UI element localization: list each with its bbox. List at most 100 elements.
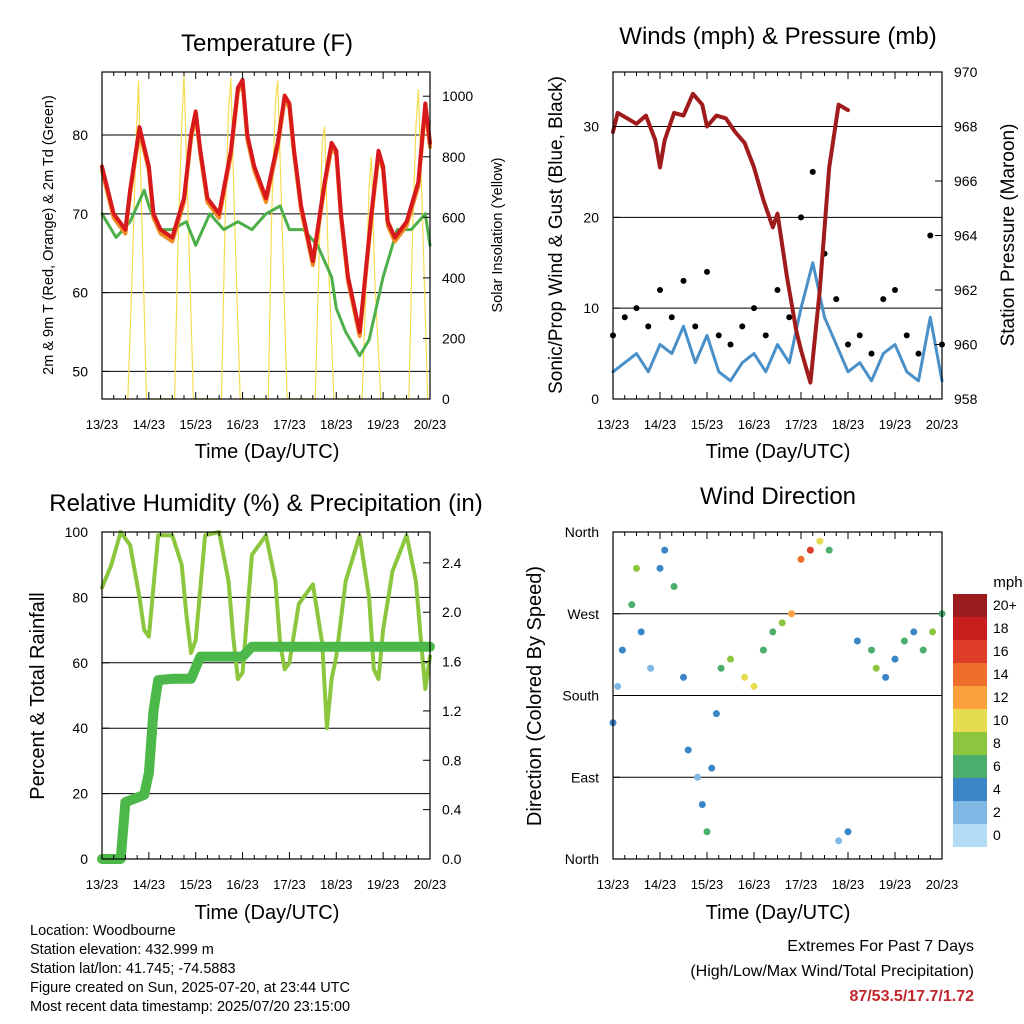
x-tick-label: 15/23 <box>179 877 212 892</box>
y-tick-label: 50 <box>72 363 88 379</box>
direction-point <box>816 537 824 545</box>
direction-point <box>633 564 640 572</box>
wind-direction-panel: Wind Direction Time (Day/UTC) Direction … <box>524 483 1023 924</box>
direction-point <box>882 673 890 681</box>
y-right-tick-label: 2.0 <box>442 604 462 620</box>
y-tick-label: 70 <box>72 206 88 222</box>
x-tick-label: 17/23 <box>273 877 306 892</box>
y-right-tick-label: 0.8 <box>442 752 462 768</box>
y-right-tick-label: 958 <box>954 391 978 407</box>
gust-point <box>856 332 863 339</box>
x-tick-label: 19/23 <box>879 417 912 432</box>
direction-point <box>769 628 777 636</box>
direction-point <box>844 828 852 836</box>
y-right-tick-label: 0.0 <box>442 851 462 867</box>
y-right-tick-label: 0.4 <box>442 802 462 818</box>
gust-point <box>692 323 699 330</box>
gust-point <box>645 323 652 330</box>
direction-point <box>694 773 702 781</box>
direction-point <box>703 828 711 836</box>
x-tick-label: 20/23 <box>926 877 959 892</box>
y-tick-label: South <box>562 688 599 704</box>
gust-point <box>880 296 887 303</box>
x-tick-label: 14/23 <box>644 877 677 892</box>
y-right-tick-label: 0 <box>442 391 450 407</box>
x-tick-label: 18/23 <box>832 417 865 432</box>
wind-direction-title: Wind Direction <box>700 483 856 510</box>
rh-precip-ylabel: Percent & Total Rainfall <box>27 592 49 800</box>
y-right-tick-label: 970 <box>954 64 978 80</box>
legend-swatch <box>953 732 987 755</box>
temperature-ylabel: 2m & 9m T (Red, Orange) & 2m Td (Green) <box>41 95 57 375</box>
x-tick-label: 14/23 <box>644 417 677 432</box>
direction-point <box>628 601 636 609</box>
x-tick-label: 13/23 <box>597 417 630 432</box>
legend-swatch <box>953 709 987 732</box>
y-tick-label: 40 <box>72 720 88 736</box>
direction-point <box>825 546 833 554</box>
legend-label: 8 <box>993 735 1001 751</box>
extremes-values: 87/53.5/17.7/1.72 <box>849 988 974 1005</box>
wind-line <box>611 261 944 383</box>
y-tick-label: 20 <box>583 209 599 225</box>
direction-point <box>708 764 716 772</box>
y-tick-label: 80 <box>72 127 88 143</box>
gust-point <box>845 341 851 348</box>
direction-point <box>637 628 645 636</box>
direction-point <box>868 646 875 654</box>
y-tick-label: 60 <box>72 285 88 301</box>
temperature-title: Temperature (F) <box>181 30 353 57</box>
x-tick-label: 16/23 <box>226 877 259 892</box>
x-tick-label: 20/23 <box>414 877 447 892</box>
direction-point <box>910 628 918 636</box>
legend-swatch <box>953 663 987 686</box>
x-tick-label: 19/23 <box>367 877 400 892</box>
direction-point <box>614 682 622 690</box>
x-tick-label: 20/23 <box>414 417 447 432</box>
y-right-tick-label: 800 <box>442 149 466 165</box>
x-tick-label: 20/23 <box>926 417 959 432</box>
station-info: Location: Woodbourne Station elevation: … <box>30 922 350 1017</box>
y-right-tick-label: 2.4 <box>442 555 462 571</box>
temperature-panel: Temperature (F) Time (Day/UTC) 2m & 9m T… <box>41 30 506 463</box>
gust-point <box>786 314 793 321</box>
gust-point <box>903 332 910 339</box>
direction-point <box>929 628 937 636</box>
rh-precip-title: Relative Humidity (%) & Precipitation (i… <box>49 490 482 517</box>
solar-ylabel: Solar Insolation (Yellow) <box>490 157 506 312</box>
x-tick-label: 15/23 <box>691 417 724 432</box>
direction-point <box>684 746 692 754</box>
extremes-box: Extremes For Past 7 Days (High/Low/Max W… <box>690 934 974 1009</box>
direction-point <box>778 619 786 627</box>
x-tick-label: 16/23 <box>738 877 771 892</box>
y-right-tick-label: 960 <box>954 337 978 353</box>
y-tick-label: 0 <box>80 851 88 867</box>
legend-label: 4 <box>993 781 1001 797</box>
recent-text: Most recent data timestamp: 2025/07/20 2… <box>30 999 351 1015</box>
legend-label: 18 <box>993 620 1009 636</box>
plot-frame <box>101 71 431 400</box>
gust-point <box>739 323 746 330</box>
legend-label: 12 <box>993 689 1009 705</box>
rh-line <box>100 530 432 731</box>
plot-frame <box>612 71 943 400</box>
y-tick-label: 100 <box>65 524 89 540</box>
x-tick-label: 17/23 <box>785 417 818 432</box>
y-right-tick-label: 962 <box>954 282 978 298</box>
gust-point <box>621 314 628 321</box>
x-tick-label: 19/23 <box>879 877 912 892</box>
x-tick-label: 18/23 <box>320 417 353 432</box>
temperature-xlabel: Time (Day/UTC) <box>195 441 340 463</box>
direction-point <box>618 646 626 654</box>
y-tick-label: 30 <box>583 119 599 135</box>
direction-point <box>788 610 796 618</box>
x-tick-label: 15/23 <box>691 877 724 892</box>
gust-point <box>751 305 757 312</box>
y-tick-label: 10 <box>583 300 599 316</box>
direction-point <box>797 555 805 563</box>
y-tick-label: 60 <box>72 655 88 671</box>
x-tick-label: 13/23 <box>86 417 119 432</box>
gust-point <box>798 214 804 221</box>
elevation-text: Station elevation: 432.999 m <box>30 942 214 958</box>
